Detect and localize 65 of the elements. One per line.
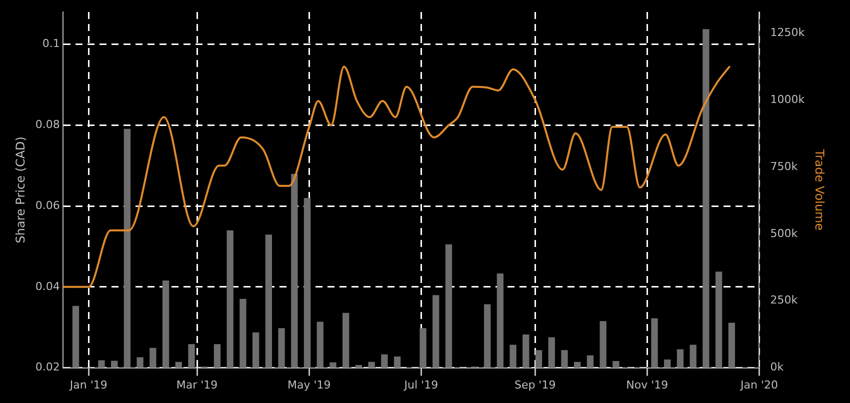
bar: [111, 360, 118, 368]
x-tick-label: Jan '20: [739, 378, 778, 392]
bar: [226, 230, 234, 368]
x-tick-label: May '19: [287, 378, 331, 392]
bar: [561, 350, 568, 368]
x-tick-label: Mar '19: [176, 378, 218, 392]
bar: [162, 280, 170, 368]
x-tick-label: Jul '19: [403, 378, 438, 392]
bar: [381, 354, 388, 368]
bar: [535, 350, 542, 368]
bar: [214, 344, 221, 368]
bar: [316, 322, 324, 368]
bar: [728, 322, 736, 368]
bar: [496, 274, 504, 368]
bar: [72, 306, 80, 368]
bar: [690, 344, 696, 368]
y-axis-title: Share Price (CAD): [13, 136, 28, 244]
y2-tick-label: 750k: [770, 160, 798, 173]
y-tick-label: 0.08: [35, 118, 60, 132]
y-tick-label: 0.1: [42, 37, 60, 50]
y2-tick-label: 0k: [770, 360, 784, 374]
y2-axis-title: Trade Volume: [812, 148, 827, 231]
bar: [612, 361, 620, 368]
y2-tick-label: 250k: [770, 294, 798, 307]
bar: [664, 359, 671, 368]
bar: [510, 344, 516, 368]
bar: [651, 318, 658, 368]
bar: [600, 321, 606, 368]
bar: [420, 328, 426, 368]
y-tick-label: 0.06: [35, 198, 60, 212]
bar: [676, 349, 684, 368]
y-tick-label: 0.04: [35, 280, 60, 293]
bar: [98, 360, 105, 368]
y2-tick-label: 500k: [770, 226, 798, 240]
x-tick-label: Jan '19: [68, 378, 108, 392]
y2-tick-label: 1250k: [770, 26, 806, 40]
bar: [278, 328, 285, 368]
bar: [175, 362, 182, 368]
y2-tick-label: 1000k: [770, 92, 806, 106]
x-tick-label: Nov '19: [626, 378, 668, 392]
bar: [702, 29, 710, 368]
bar: [394, 356, 401, 368]
bar: [484, 304, 491, 368]
bar: [574, 362, 581, 368]
bar: [522, 334, 530, 368]
bar: [304, 198, 311, 368]
bar: [188, 344, 195, 368]
bar: [150, 348, 156, 368]
bar: [715, 272, 722, 368]
bar: [240, 298, 246, 368]
bar: [368, 362, 375, 368]
bar: [265, 234, 272, 368]
y-tick-label: 0.02: [35, 360, 60, 374]
line-series: [62, 65, 731, 288]
bar: [548, 337, 555, 368]
bar: [432, 295, 440, 368]
bar: [586, 355, 594, 368]
bar: [445, 244, 452, 368]
bar: [342, 312, 350, 368]
bar: [136, 357, 144, 368]
bar: [330, 362, 336, 368]
bar: [291, 174, 298, 368]
bar: [124, 128, 131, 368]
x-tick-label: Sep '19: [514, 378, 556, 392]
bar: [252, 332, 260, 368]
